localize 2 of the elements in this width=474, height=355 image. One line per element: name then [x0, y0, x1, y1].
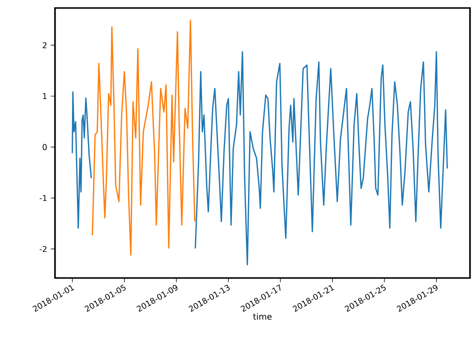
x-axis-title: time — [253, 313, 272, 320]
line-series — [92, 20, 196, 256]
